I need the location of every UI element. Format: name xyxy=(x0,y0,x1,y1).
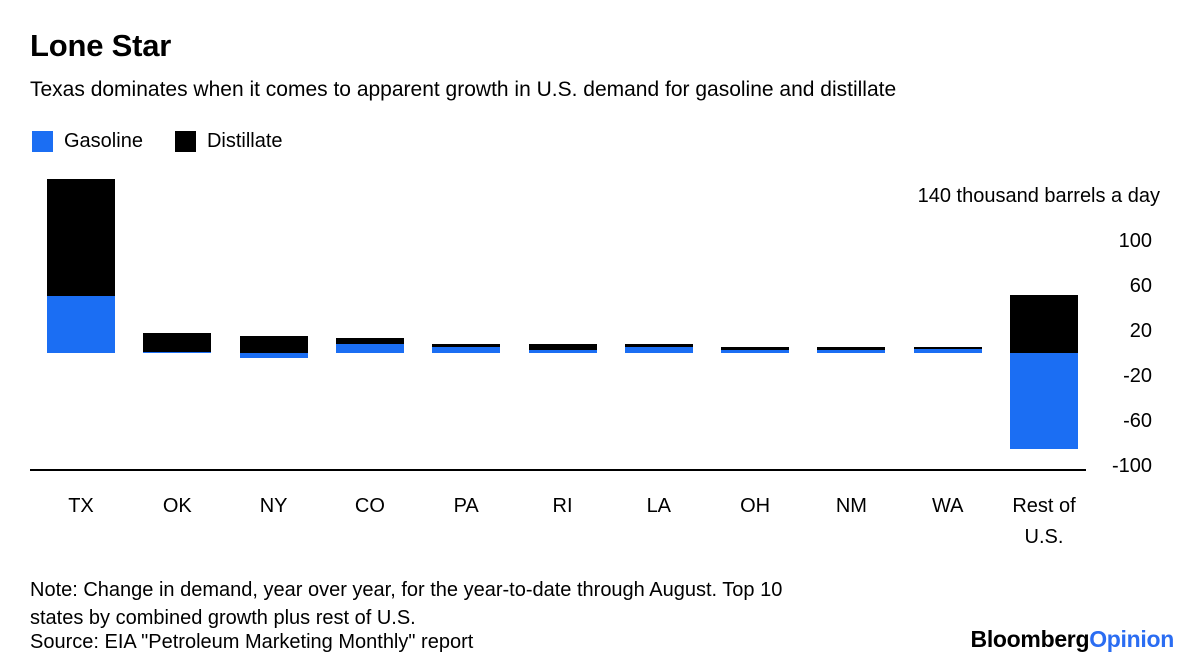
chart-subtitle: Texas dominates when it comes to apparen… xyxy=(30,78,897,101)
bar-gasoline-ny xyxy=(239,353,308,358)
bar-distillate-nm xyxy=(817,347,886,350)
gasoline-legend-label: Gasoline xyxy=(64,130,143,152)
note-line-1: Note: Change in demand, year over year, … xyxy=(30,579,783,601)
legend: Gasoline Distillate xyxy=(32,130,283,153)
bar-distillate-ny xyxy=(239,336,308,353)
y-axis-tick-label: 20 xyxy=(1129,319,1152,342)
x-axis-label: NM xyxy=(835,495,867,517)
x-axis-label: LA xyxy=(646,495,672,517)
bar-gasoline-ri xyxy=(528,349,597,353)
x-axis-label: CO xyxy=(354,495,385,517)
bar-gasoline-tx xyxy=(47,295,115,353)
bar-distillate-tx xyxy=(47,178,115,296)
bar-distillate-oh xyxy=(721,347,790,350)
bar-gasoline-nm xyxy=(817,349,886,353)
x-axis-label: PA xyxy=(453,495,479,517)
x-axis-label: WA xyxy=(931,495,964,517)
distillate-swatch-icon xyxy=(174,131,196,152)
y-axis-tick-label: -100 xyxy=(1111,454,1152,477)
bar-gasoline-ok xyxy=(143,351,212,353)
x-axis-label: OK xyxy=(162,495,192,517)
note-line-2: states by combined growth plus rest of U… xyxy=(30,607,416,629)
bar-gasoline-rest-of-u-s- xyxy=(1010,353,1078,449)
y-axis-tick-label: -60 xyxy=(1123,409,1152,432)
legend-item-gasoline: Gasoline xyxy=(32,130,143,153)
legend-item-distillate: Distillate xyxy=(174,130,283,153)
bar-gasoline-pa xyxy=(432,347,501,353)
bar-distillate-co xyxy=(335,338,404,344)
y-axis-tick-label: 60 xyxy=(1129,274,1152,297)
bar-distillate-pa xyxy=(432,344,501,348)
bar-gasoline-oh xyxy=(721,349,790,353)
bar-distillate-la xyxy=(624,344,693,348)
x-axis-label: Rest of U.S. xyxy=(1012,495,1076,548)
x-axis-line xyxy=(30,469,1086,471)
x-axis-label: TX xyxy=(68,495,94,517)
bloomberg-opinion-logo: BloombergOpinion xyxy=(970,626,1175,653)
x-axis-label: RI xyxy=(552,495,573,517)
gasoline-swatch-icon xyxy=(32,131,53,152)
bar-gasoline-wa xyxy=(913,348,982,353)
y-axis-unit-label: 140 thousand barrels a day xyxy=(917,185,1160,207)
distillate-legend-label: Distillate xyxy=(206,130,283,152)
logo-opinion-text: Opinion xyxy=(1089,626,1174,652)
bar-distillate-wa xyxy=(913,347,982,349)
bar-distillate-rest-of-u-s- xyxy=(1010,294,1078,353)
y-axis-tick-label: 100 xyxy=(1118,229,1152,252)
bar-distillate-ok xyxy=(143,332,212,352)
chart-title: Lone Star xyxy=(30,28,172,63)
x-axis-label: NY xyxy=(259,495,288,517)
bar-gasoline-la xyxy=(624,347,693,353)
x-axis-label: OH xyxy=(740,495,771,517)
bar-gasoline-co xyxy=(335,344,404,353)
y-axis-tick-label: -20 xyxy=(1123,364,1152,387)
logo-bloomberg-text: Bloomberg xyxy=(970,626,1090,652)
source-text: Source: EIA "Petroleum Marketing Monthly… xyxy=(30,631,474,653)
bar-distillate-ri xyxy=(528,344,597,350)
